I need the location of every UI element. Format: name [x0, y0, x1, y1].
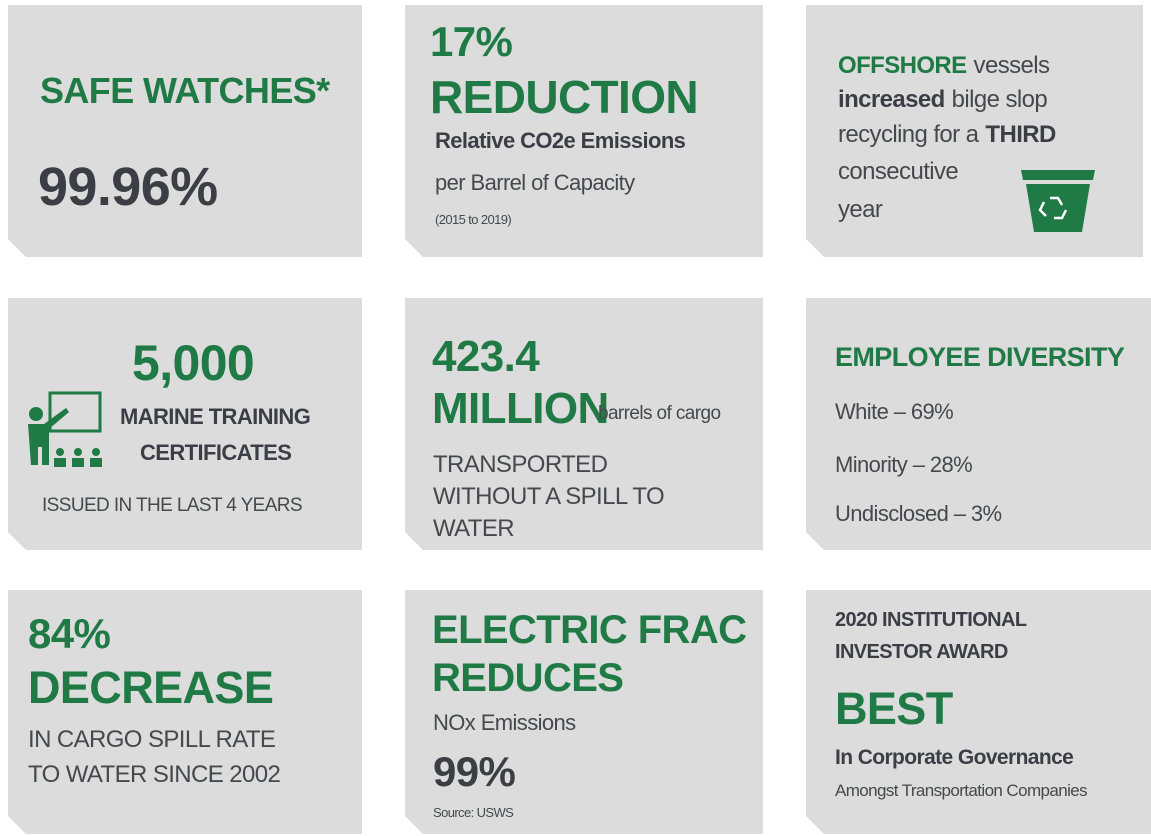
tile-line: WITHOUT A SPILL TO — [433, 483, 665, 510]
tile-value: 99.96% — [38, 157, 218, 217]
list-item: Minority – 28% — [835, 452, 973, 477]
tile-value: 5,000 — [132, 335, 255, 391]
text-run: THIRD — [985, 121, 1056, 148]
tile-line: TRANSPORTED — [433, 451, 608, 478]
list-item: Undisclosed – 3% — [835, 501, 1002, 526]
tile-title: EMPLOYEE DIVERSITY — [835, 342, 1125, 372]
tile-value: 84% — [28, 610, 111, 657]
tile-line: WATER — [433, 515, 515, 542]
tile-line: ELECTRIC FRAC — [432, 608, 747, 652]
text-line: recycling for a THIRD — [838, 121, 1056, 149]
recycle-icon — [1021, 170, 1095, 232]
tile-text: NOx Emissions — [433, 710, 576, 735]
tile-value: 17% — [430, 18, 513, 65]
text-run: OFFSHORE — [838, 52, 967, 79]
tile — [8, 298, 362, 550]
tile — [405, 5, 763, 257]
tile-headline: BEST — [835, 683, 953, 734]
tile-note: Source: USWS — [433, 805, 514, 820]
text-run: recycling for a — [838, 121, 979, 148]
training-icon — [28, 391, 102, 467]
tile-line: IN CARGO SPILL RATE — [28, 726, 276, 753]
tile-line: 2020 INSTITUTIONAL — [835, 609, 1027, 631]
tile — [806, 298, 1151, 550]
tile-headline: REDUCTION — [430, 71, 699, 123]
tile — [8, 5, 362, 257]
tile — [8, 590, 362, 834]
text-line: OFFSHORE vessels — [838, 52, 1050, 80]
tile-title: SAFE WATCHES* — [40, 70, 330, 111]
tile-text: Amongst Transportation Companies — [835, 781, 1088, 800]
tile-headline: DECREASE — [28, 662, 274, 713]
tile-line: REDUCES — [432, 656, 624, 700]
tile-subtitle: In Corporate Governance — [835, 746, 1074, 769]
tile — [405, 590, 763, 834]
text-run: vessels — [973, 52, 1050, 79]
tile-text: per Barrel of Capacity — [435, 170, 635, 195]
tile-unit: barrels of cargo — [598, 403, 721, 424]
text-run: year — [838, 196, 883, 223]
tile-value: 99% — [433, 748, 516, 795]
tile-line: CERTIFICATES — [140, 440, 292, 465]
text-run: consecutive — [838, 158, 959, 185]
list-item: White – 69% — [835, 399, 954, 424]
tile-headline: MILLION — [432, 384, 609, 433]
text-run: bilge slop — [951, 86, 1048, 113]
tile-value: 423.4 — [432, 332, 540, 381]
text-line: increased bilge slop — [838, 86, 1048, 114]
tile-note: (2015 to 2019) — [435, 212, 512, 227]
tile-line: MARINE TRAINING — [120, 404, 311, 429]
text-run: increased — [838, 86, 945, 113]
text-line: year — [838, 196, 883, 224]
tile-text: ISSUED IN THE LAST 4 YEARS — [42, 495, 303, 516]
tile — [405, 298, 763, 550]
tile-line: INVESTOR AWARD — [835, 641, 1008, 663]
tile-subtitle: Relative CO2e Emissions — [435, 128, 686, 153]
text-line: consecutive — [838, 158, 959, 186]
tile-line: TO WATER SINCE 2002 — [28, 761, 281, 788]
tile — [806, 590, 1151, 834]
